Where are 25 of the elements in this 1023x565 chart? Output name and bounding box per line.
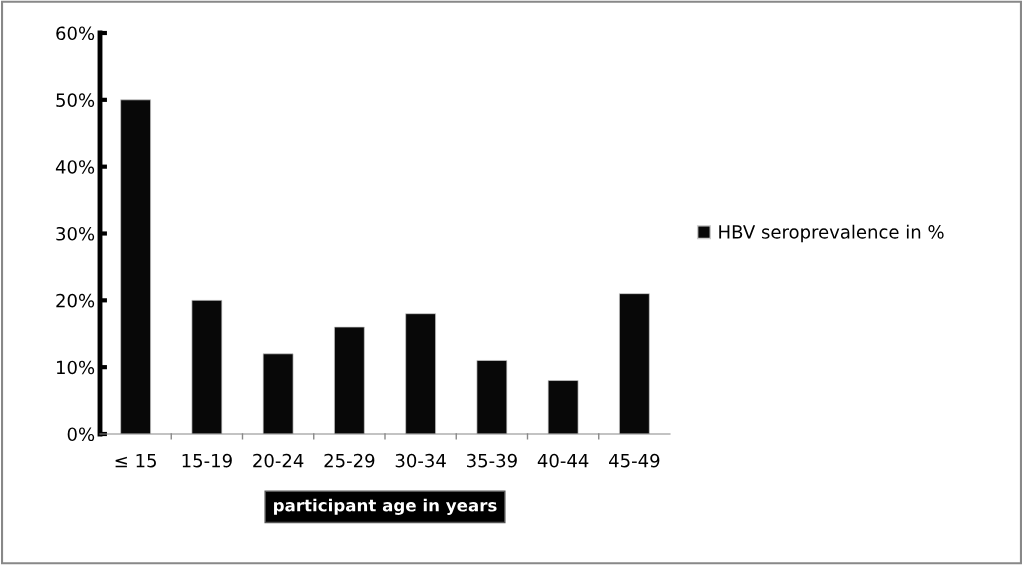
bar [262,353,294,434]
x-tick-label: 40-44 [537,453,589,468]
bar [619,293,650,434]
x-tick-label: 35-39 [467,453,517,468]
y-tick-label: 20% [56,293,95,308]
bar [547,380,579,434]
bar [476,360,508,434]
x-tick-label: 15-19 [182,453,232,468]
y-tick-label: 30% [56,226,95,241]
y-tick-label: 0% [67,427,95,442]
x-tick-label: ≤ 15 [115,454,156,468]
bar [191,299,223,434]
x-axis-title: participant age in years [274,498,497,515]
x-tick-label: 45-49 [609,453,660,468]
x-tick-label: 25-29 [324,453,375,468]
y-tick-label: 60% [56,26,95,41]
y-tick-label: 10% [56,360,95,375]
x-tick-label: 30-34 [395,453,446,468]
x-tick-label: 20-24 [253,453,304,468]
y-tick-label: 40% [55,160,95,174]
bar [120,99,151,434]
y-tick-label: 50% [56,93,95,107]
legend-label: HBV seroprevalence in % [719,224,944,243]
bar [334,326,365,434]
bar [405,313,436,434]
